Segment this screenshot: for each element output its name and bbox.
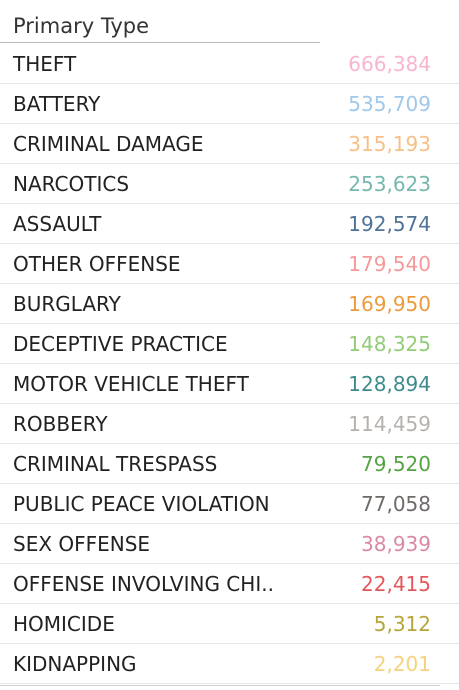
crime-count-value[interactable]: 666,384 [348,52,431,76]
table-row[interactable]: OFFENSE INVOLVING CHI.. 22,415 [0,564,459,604]
row-divider [0,243,459,244]
primary-type-label[interactable]: CRIMINAL TRESPASS [13,452,218,476]
crime-count-value[interactable]: 179,540 [348,252,431,276]
row-divider [0,483,459,484]
row-divider [0,523,459,524]
table-row[interactable]: PUBLIC PEACE VIOLATION 77,058 [0,484,459,524]
crime-count-value[interactable]: 2,201 [373,652,431,676]
table-row[interactable]: BATTERY 535,709 [0,84,459,124]
table-row[interactable]: KIDNAPPING 2,201 [0,644,459,684]
row-divider [0,323,459,324]
table-row[interactable]: OTHER OFFENSE 179,540 [0,244,459,284]
table-body: THEFT 666,384 BATTERY 535,709 CRIMINAL DAMAG… [0,44,459,684]
primary-type-label[interactable]: HOMICIDE [13,612,115,636]
crime-count-value[interactable]: 5,312 [373,612,431,636]
primary-type-label[interactable]: KIDNAPPING [13,652,137,676]
crime-count-value[interactable]: 77,058 [361,492,431,516]
primary-type-label[interactable]: MOTOR VEHICLE THEFT [13,372,249,396]
primary-type-label[interactable]: BURGLARY [13,292,121,316]
primary-type-label[interactable]: PUBLIC PEACE VIOLATION [13,492,270,516]
crime-count-value[interactable]: 253,623 [348,172,431,196]
row-divider [0,443,459,444]
crime-count-value[interactable]: 192,574 [348,212,431,236]
primary-type-label[interactable]: ROBBERY [13,412,108,436]
crime-count-value[interactable]: 22,415 [361,572,431,596]
table-row[interactable]: MOTOR VEHICLE THEFT 128,894 [0,364,459,404]
row-divider [0,643,459,644]
crime-count-value[interactable]: 128,894 [348,372,431,396]
crime-count-value[interactable]: 535,709 [348,92,431,116]
table-row[interactable]: HOMICIDE 5,312 [0,604,459,644]
table-row[interactable]: SEX OFFENSE 38,939 [0,524,459,564]
primary-type-label[interactable]: OFFENSE INVOLVING CHI.. [13,572,274,596]
row-divider [0,123,459,124]
crime-count-value[interactable]: 114,459 [348,412,431,436]
table-row[interactable]: BURGLARY 169,950 [0,284,459,324]
table-row[interactable]: NARCOTICS 253,623 [0,164,459,204]
row-divider [0,683,459,684]
row-divider [0,403,459,404]
table-row[interactable]: CRIMINAL DAMAGE 315,193 [0,124,459,164]
row-divider [0,563,459,564]
header-divider [0,42,320,43]
table-row[interactable]: THEFT 666,384 [0,44,459,84]
row-divider [0,83,459,84]
table-row[interactable]: ASSAULT 192,574 [0,204,459,244]
primary-type-label[interactable]: SEX OFFENSE [13,532,151,556]
crime-count-value[interactable]: 169,950 [348,292,431,316]
row-divider [0,163,459,164]
table-bottom-divider [0,685,440,686]
row-divider [0,203,459,204]
table-row[interactable]: ROBBERY 114,459 [0,404,459,444]
table-header: Primary Type [0,0,459,43]
primary-type-label[interactable]: NARCOTICS [13,172,130,196]
primary-type-label[interactable]: ASSAULT [13,212,102,236]
crime-count-value[interactable]: 38,939 [361,532,431,556]
crime-count-value[interactable]: 148,325 [348,332,431,356]
primary-type-label[interactable]: DECEPTIVE PRACTICE [13,332,228,356]
row-divider [0,363,459,364]
row-divider [0,283,459,284]
table-row[interactable]: DECEPTIVE PRACTICE 148,325 [0,324,459,364]
primary-type-label[interactable]: OTHER OFFENSE [13,252,181,276]
table-row[interactable]: CRIMINAL TRESPASS 79,520 [0,444,459,484]
primary-type-label[interactable]: CRIMINAL DAMAGE [13,132,204,156]
primary-type-label[interactable]: THEFT [13,52,77,76]
row-divider [0,603,459,604]
primary-type-label[interactable]: BATTERY [13,92,101,116]
crime-count-value[interactable]: 315,193 [348,132,431,156]
crime-count-value[interactable]: 79,520 [361,452,431,476]
primary-type-header[interactable]: Primary Type [13,14,150,38]
